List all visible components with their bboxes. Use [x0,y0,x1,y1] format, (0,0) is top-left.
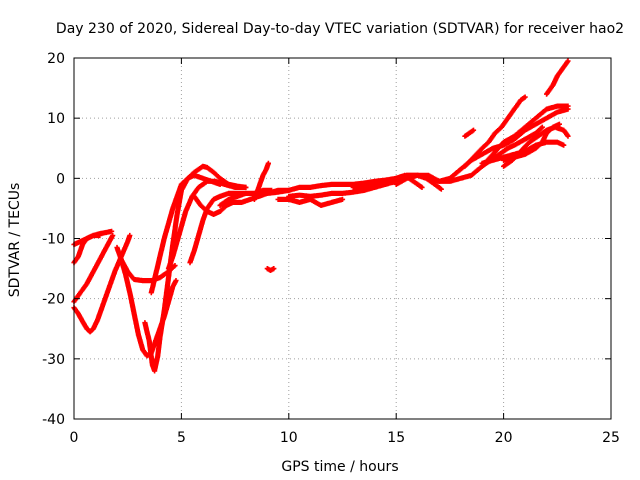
series-arc-27 [544,58,571,97]
data-point-markers [462,94,528,169]
series-arc-8 [148,172,223,296]
data-layer [71,58,571,374]
series-arc-17 [275,196,346,208]
data-point-markers [544,58,571,97]
y-axis-label: SDTVAR / TECUs [7,183,23,298]
series-arc-22 [462,94,528,169]
y-tick-label: 10 [47,111,65,127]
y-tick-label: 0 [56,171,65,187]
data-point-markers [251,160,271,202]
x-tick-label: 10 [280,430,298,446]
y-tick-label: 20 [47,51,65,67]
x-tick-label: 0 [70,430,79,446]
series-arc-14 [264,266,277,273]
series-arc-13 [251,160,271,202]
axis-layer: 0 5 10 15 20 25 -40 -30 -20 -10 0 10 20 [42,51,620,446]
chart-title: Day 230 of 2020, Sidereal Day-to-day VTE… [56,21,624,37]
x-tick-label: 15 [387,430,405,446]
y-tick-label: -10 [42,232,65,248]
y-tick-label: -20 [42,292,65,308]
x-tick-label: 5 [177,430,186,446]
data-point-markers [148,172,223,296]
series-arc-26 [501,121,562,163]
series-arc-10 [187,190,249,266]
grid-layer [74,58,611,419]
x-tick-label: 20 [495,430,513,446]
data-point-markers [264,266,277,273]
y-tick-label: -30 [42,352,65,368]
y-tick-label: -40 [42,412,65,428]
data-point-markers [187,190,249,266]
series-arc-23 [462,127,477,139]
data-point-markers [462,127,477,139]
x-axis-label: GPS time / hours [281,459,398,475]
data-point-markers [501,121,562,163]
data-point-markers [275,196,346,208]
x-tick-label: 25 [602,430,620,446]
